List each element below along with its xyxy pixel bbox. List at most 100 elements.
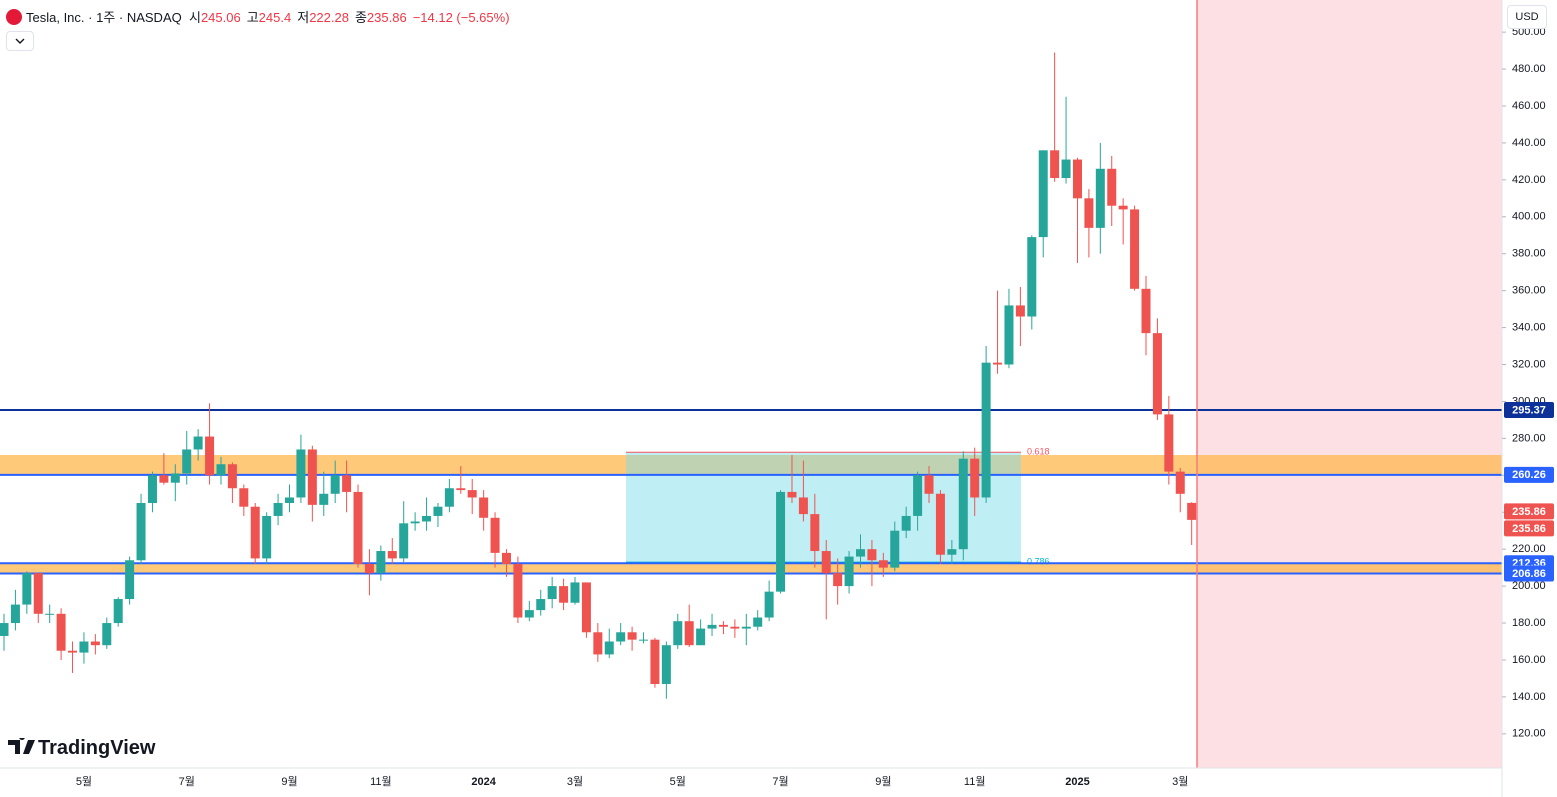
x-tick-label: 5월 <box>76 775 92 788</box>
logo <box>6 9 22 25</box>
candle-body <box>890 530 900 568</box>
candle-body <box>422 515 432 522</box>
candle-body <box>342 475 352 492</box>
candle-body <box>947 549 957 555</box>
candle-body <box>1015 305 1025 317</box>
candle-body <box>113 599 123 624</box>
candle-body <box>981 362 991 498</box>
price-tag-label: 235.86 <box>1512 506 1546 518</box>
candle-body <box>935 493 945 555</box>
x-tick-label: 9월 <box>875 775 891 788</box>
candle-body <box>764 591 774 618</box>
candle-body <box>1038 150 1048 238</box>
price-tag-label: 295.37 <box>1512 404 1546 416</box>
candle-body <box>22 573 32 605</box>
price-tag-label: 260.26 <box>1512 469 1546 481</box>
candle-body <box>798 497 808 515</box>
candle-body <box>102 623 112 646</box>
candle-body <box>45 613 55 615</box>
candle-body <box>970 458 980 498</box>
candle-body <box>68 650 78 653</box>
candle-body <box>581 582 591 633</box>
y-tick-label: 220.00 <box>1512 543 1546 555</box>
candle-body <box>227 464 237 489</box>
candle-body <box>262 515 272 559</box>
fib-label: 0.618 <box>1027 447 1050 457</box>
candle-body <box>33 573 43 614</box>
fib-label: 0.786 <box>1027 556 1050 566</box>
price-tag <box>1504 520 1554 537</box>
candle-body <box>159 475 169 483</box>
candle-body <box>433 506 443 516</box>
candle-body <box>444 488 454 507</box>
candle-body <box>707 624 717 629</box>
candle-body <box>993 362 1003 365</box>
y-tick-label: 360.00 <box>1512 285 1546 297</box>
x-tick-label: 7월 <box>772 775 788 788</box>
candle-body <box>1187 502 1197 520</box>
candle-body <box>787 491 797 498</box>
header: Tesla, Inc. · 1주 · NASDAQ 시245.06 고245.4 저… <box>6 7 516 26</box>
candle-body <box>353 491 363 564</box>
candle-body <box>296 449 306 498</box>
candle-body <box>730 626 740 629</box>
candle-body <box>147 475 157 504</box>
candle-body <box>182 449 192 474</box>
y-tick-label: 440.00 <box>1512 137 1546 149</box>
candle-body <box>856 549 865 557</box>
candle-body <box>387 551 397 559</box>
x-tick-label: 2024 <box>471 776 496 788</box>
candle-body <box>661 645 671 684</box>
candle-body <box>913 475 923 516</box>
candle-body <box>79 641 89 653</box>
y-tick-label: 180.00 <box>1512 617 1546 629</box>
candle-body <box>193 436 203 450</box>
candle-body <box>616 632 626 642</box>
candle-body <box>501 552 511 564</box>
candle-body <box>593 632 603 655</box>
candle-body <box>273 503 283 516</box>
symbol: Tesla, Inc. · 1주 · NASDAQ <box>26 10 182 25</box>
candle-body <box>570 582 580 603</box>
candle-body <box>741 626 751 629</box>
currency[interactable]: USD <box>1507 5 1547 29</box>
field-label: 저 <box>297 10 310 25</box>
field-label: 시 <box>188 10 201 25</box>
field-value: 245.06 <box>200 10 241 25</box>
candle-body <box>844 556 854 587</box>
x-tick-label: 3월 <box>1172 775 1188 788</box>
candle-body <box>307 449 317 505</box>
candle-body <box>1141 288 1151 334</box>
y-tick-label: 340.00 <box>1512 321 1546 333</box>
candle-body <box>399 523 409 559</box>
collapse-button[interactable] <box>6 31 34 51</box>
change: −14.12 (−5.65%) <box>412 10 510 25</box>
candle-body <box>1072 159 1082 199</box>
candle-body <box>479 497 489 518</box>
future-region <box>1197 0 1502 768</box>
candle-body <box>867 549 877 561</box>
field-label: 고 <box>246 10 259 25</box>
candle-body <box>1164 414 1174 472</box>
price-tag <box>1504 402 1554 419</box>
candle-body <box>673 621 683 646</box>
candle-body <box>90 641 100 646</box>
price-tag-label: 235.86 <box>1512 523 1546 535</box>
x-tick-label: 9월 <box>281 775 297 788</box>
candle-body <box>650 639 660 684</box>
price-tag <box>1504 466 1554 483</box>
candle-body <box>10 604 20 624</box>
brand-logo <box>8 734 35 754</box>
x-tick-label: 7월 <box>179 775 195 788</box>
field-value: 235.86 <box>366 10 407 25</box>
candle-body <box>56 613 66 651</box>
candle-body <box>878 560 888 568</box>
candle-body <box>456 488 466 491</box>
y-tick-label: 400.00 <box>1512 211 1546 223</box>
candle-body <box>467 490 477 498</box>
chevron <box>15 38 25 44</box>
zone <box>0 563 1502 574</box>
y-tick-label: 140.00 <box>1512 691 1546 703</box>
